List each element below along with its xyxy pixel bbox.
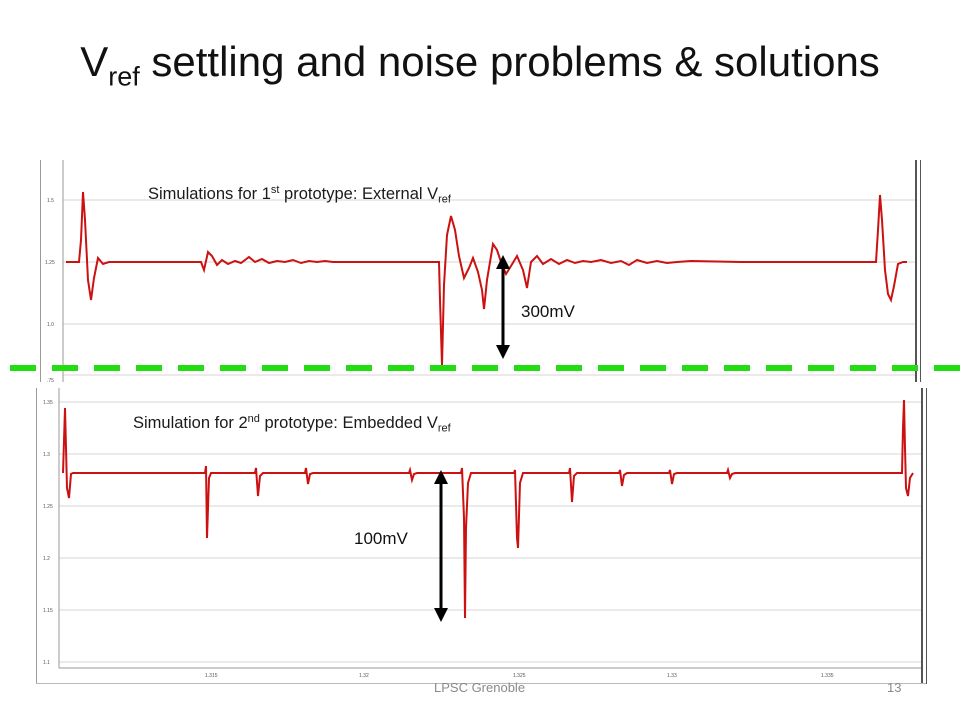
- slide-title: Vref settling and noise problems & solut…: [80, 38, 880, 92]
- svg-text:1.315: 1.315: [205, 673, 218, 679]
- page-number: 13: [887, 680, 902, 695]
- bottom-amplitude-label: 100mV: [354, 529, 408, 548]
- bottom-simulation-plot: 1.35 1.3 1.25 1.2 1.15 1.1 1.315 1.32 1.…: [36, 388, 927, 684]
- bottom-amplitude-arrow: [434, 470, 448, 622]
- bottom-grid: [58, 388, 923, 669]
- svg-text:1.1: 1.1: [43, 660, 50, 666]
- bottom-axis-ticks: 1.35 1.3 1.25 1.2 1.15 1.1 1.315 1.32 1.…: [43, 400, 834, 679]
- top-waveform-svg: 1.5 1.25 1.0 .75: [45, 160, 917, 382]
- svg-text:1.25: 1.25: [45, 260, 55, 266]
- threshold-dashed-line: [10, 365, 960, 371]
- top-axis-ticks: 1.5 1.25 1.0 .75: [45, 198, 55, 382]
- footer-organization: LPSC Grenoble: [434, 680, 526, 695]
- svg-text:1.335: 1.335: [821, 673, 834, 679]
- svg-text:1.32: 1.32: [359, 673, 369, 679]
- bottom-vref-trace: [62, 399, 914, 619]
- svg-text:1.5: 1.5: [47, 198, 54, 204]
- bottom-plot-label: Simulation for 2nd prototype: Embedded V…: [133, 413, 451, 435]
- bottom-waveform-svg: 1.35 1.3 1.25 1.2 1.15 1.1 1.315 1.32 1.…: [43, 388, 923, 679]
- top-amplitude-arrow: [496, 255, 510, 359]
- svg-text:1.3: 1.3: [43, 452, 50, 458]
- svg-text:1.15: 1.15: [43, 608, 53, 614]
- top-simulation-plot: 1.5 1.25 1.0 .75: [40, 160, 921, 382]
- top-plot-label: Simulations for 1st prototype: External …: [148, 184, 451, 206]
- footer-divider: [36, 683, 926, 684]
- svg-text:1.2: 1.2: [43, 556, 50, 562]
- svg-text:1.35: 1.35: [43, 400, 53, 406]
- svg-text:1.33: 1.33: [667, 673, 677, 679]
- top-amplitude-label: 300mV: [521, 302, 575, 321]
- svg-text:.75: .75: [47, 378, 54, 382]
- svg-text:1.25: 1.25: [43, 504, 53, 510]
- svg-text:1.0: 1.0: [47, 322, 54, 328]
- top-vref-trace: [66, 191, 907, 366]
- svg-text:1.325: 1.325: [513, 673, 526, 679]
